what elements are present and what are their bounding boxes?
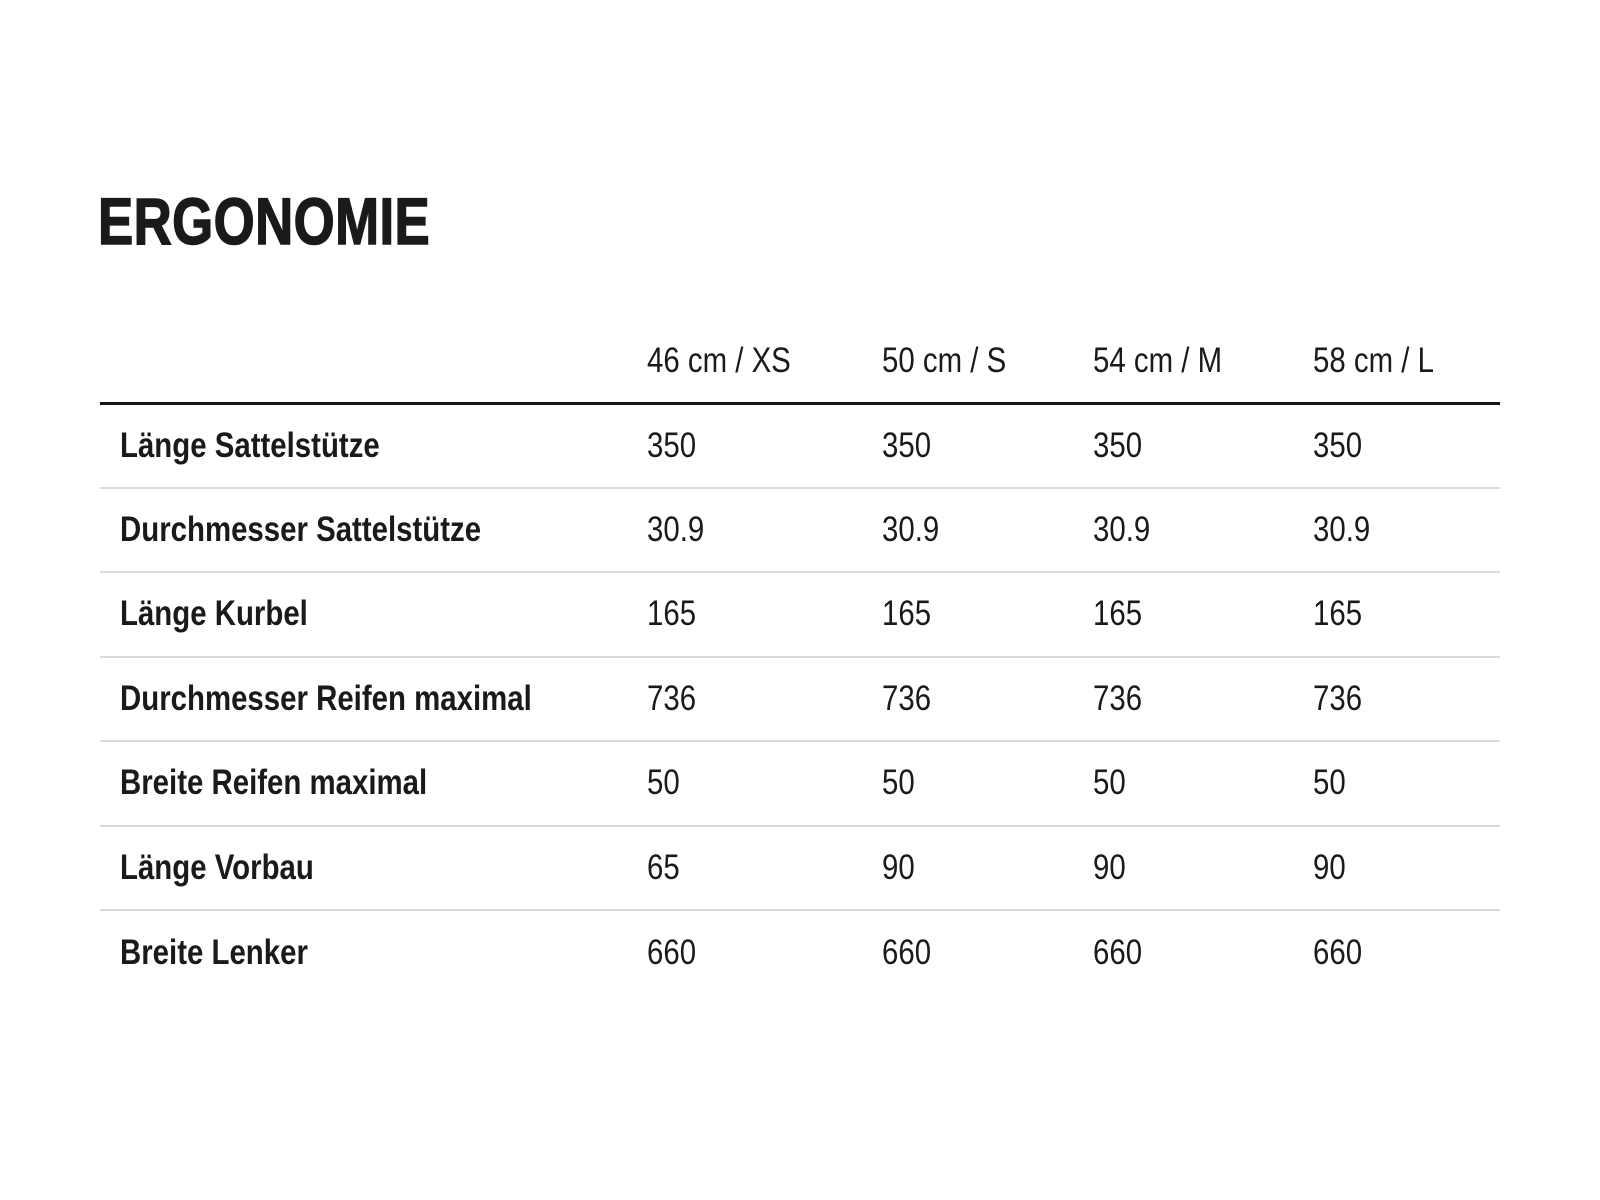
spec-row-label: Länge Kurbel	[120, 594, 308, 634]
spec-value: 736	[1313, 678, 1363, 718]
spec-value-cell: 660	[640, 910, 875, 995]
spec-row-label-cell: Breite Reifen maximal	[100, 741, 640, 827]
column-header-m: 54 cm / M	[1086, 321, 1306, 405]
spec-value-cell: 165	[640, 572, 875, 658]
column-header-label: 50 cm / S	[882, 341, 1007, 381]
spec-value-cell: 736	[640, 656, 875, 742]
spec-value-cell: 90	[1086, 825, 1306, 911]
spec-value-cell: 50	[1306, 741, 1500, 827]
spec-value-cell: 65	[640, 825, 875, 911]
column-header-label: 46 cm / XS	[647, 341, 791, 381]
spec-value-cell: 90	[875, 825, 1086, 911]
spec-value-cell: 350	[1306, 403, 1500, 489]
column-header-l: 58 cm / L	[1306, 321, 1500, 405]
spec-value-cell: 30.9	[1086, 487, 1306, 573]
spec-value: 660	[647, 932, 697, 972]
table-row: Länge Sattelstütze 350 350 350 350	[100, 403, 1500, 489]
spec-row-label-cell: Länge Kurbel	[100, 572, 640, 658]
spec-value-cell: 30.9	[875, 487, 1086, 573]
spec-value-cell: 50	[1086, 741, 1306, 827]
spec-value: 736	[647, 678, 697, 718]
spec-value-cell: 736	[1306, 656, 1500, 742]
page-title-text: ERGONOMIE	[97, 184, 431, 258]
spec-value-cell: 165	[1306, 572, 1500, 658]
spec-row-label: Länge Vorbau	[120, 847, 314, 887]
spec-value: 30.9	[1313, 509, 1371, 549]
spec-value: 660	[882, 932, 932, 972]
spec-value-cell: 660	[875, 910, 1086, 995]
spec-value: 50	[882, 763, 915, 803]
table-row: Breite Reifen maximal 50 50 50 50	[100, 741, 1500, 827]
spec-value: 660	[1313, 932, 1363, 972]
spec-row-label-cell: Durchmesser Sattelstütze	[100, 487, 640, 573]
table-row: Durchmesser Sattelstütze 30.9 30.9 30.9 …	[100, 487, 1500, 573]
table-row: Durchmesser Reifen maximal 736 736 736 7…	[100, 656, 1500, 742]
table-row: Breite Lenker 660 660 660 660	[100, 910, 1500, 995]
spec-row-label-cell: Breite Lenker	[100, 910, 640, 995]
spec-value: 350	[882, 425, 932, 465]
table-row: Länge Vorbau 65 90 90 90	[100, 825, 1500, 911]
spec-value-cell: 660	[1086, 910, 1306, 995]
spec-value: 660	[1093, 932, 1143, 972]
spec-value-cell: 660	[1306, 910, 1500, 995]
spec-value-cell: 30.9	[640, 487, 875, 573]
spec-value: 50	[1093, 763, 1126, 803]
spec-value-cell: 30.9	[1306, 487, 1500, 573]
spec-value: 736	[882, 678, 932, 718]
spec-value: 90	[1313, 847, 1346, 887]
spec-value-cell: 350	[1086, 403, 1306, 489]
spec-value-cell: 165	[1086, 572, 1306, 658]
spec-value: 165	[647, 594, 697, 634]
spec-value: 65	[647, 847, 680, 887]
spec-value: 90	[1093, 847, 1126, 887]
spec-value: 50	[1313, 763, 1346, 803]
spec-value: 736	[1093, 678, 1143, 718]
spec-value-cell: 50	[875, 741, 1086, 827]
table-row: Länge Kurbel 165 165 165 165	[100, 572, 1500, 658]
spec-value-cell: 736	[875, 656, 1086, 742]
spec-value: 165	[1093, 594, 1143, 634]
spec-value-cell: 350	[640, 403, 875, 489]
spec-value: 90	[882, 847, 915, 887]
spec-row-label: Durchmesser Reifen maximal	[120, 678, 532, 718]
spec-row-label-cell: Länge Sattelstütze	[100, 403, 640, 489]
spec-value: 30.9	[647, 509, 705, 549]
spec-value-cell: 50	[640, 741, 875, 827]
spec-value: 350	[1093, 425, 1143, 465]
corner-cell	[100, 321, 640, 405]
spec-row-label: Länge Sattelstütze	[120, 425, 380, 465]
column-header-s: 50 cm / S	[875, 321, 1086, 405]
column-header-xs: 46 cm / XS	[640, 321, 875, 405]
spec-value: 350	[1313, 425, 1363, 465]
spec-value: 350	[647, 425, 697, 465]
spec-value: 165	[882, 594, 932, 634]
spec-row-label: Breite Reifen maximal	[120, 763, 428, 803]
spec-value: 30.9	[1093, 509, 1151, 549]
spec-value-cell: 736	[1086, 656, 1306, 742]
spec-value-cell: 90	[1306, 825, 1500, 911]
column-header-label: 54 cm / M	[1093, 341, 1223, 381]
spec-row-label: Durchmesser Sattelstütze	[120, 509, 482, 549]
column-header-label: 58 cm / L	[1313, 341, 1434, 381]
spec-row-label-cell: Durchmesser Reifen maximal	[100, 656, 640, 742]
spec-value: 165	[1313, 594, 1363, 634]
spec-value: 50	[647, 763, 680, 803]
ergonomics-table: 46 cm / XS 50 cm / S 54 cm / M 58 cm / L…	[100, 321, 1500, 995]
spec-row-label-cell: Länge Vorbau	[100, 825, 640, 911]
spec-value: 30.9	[882, 509, 940, 549]
header-row: 46 cm / XS 50 cm / S 54 cm / M 58 cm / L	[100, 321, 1500, 405]
spec-row-label: Breite Lenker	[120, 932, 308, 972]
page-title: ERGONOMIE	[97, 184, 513, 258]
spec-value-cell: 165	[875, 572, 1086, 658]
spec-value-cell: 350	[875, 403, 1086, 489]
